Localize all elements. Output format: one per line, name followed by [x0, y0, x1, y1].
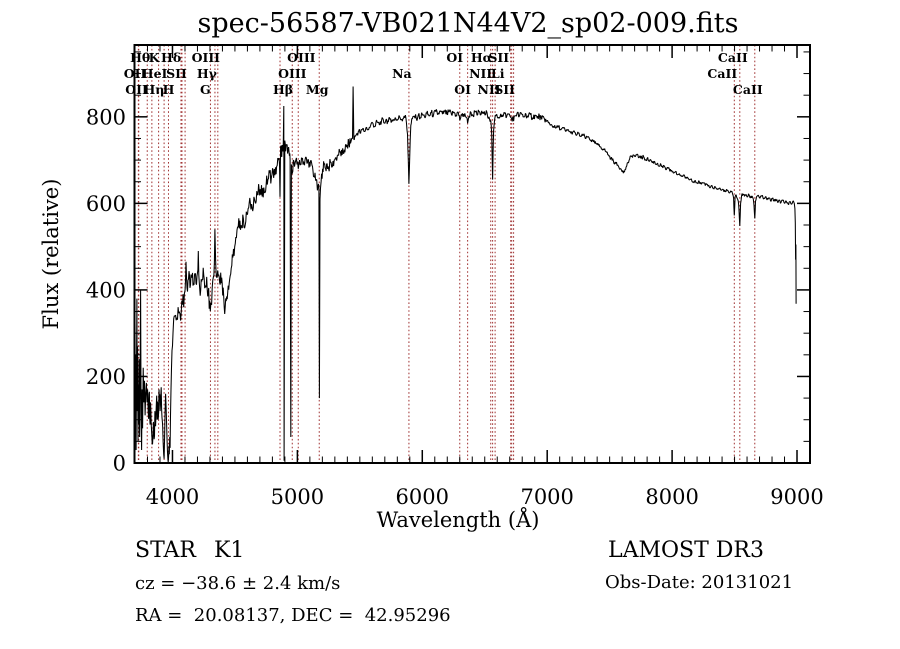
survey-label: LAMOST DR3	[608, 538, 764, 563]
x-tick-label: 6000	[396, 485, 449, 509]
line-label-SII: SII	[494, 82, 515, 97]
line-label-Na: Na	[392, 66, 412, 81]
line-label-CaII: CaII	[707, 66, 737, 81]
plot-generated-content: 4000 5000 6000 7000 8000 9000 0 200 400 600 800 HθK…	[86, 44, 824, 509]
line-label-Li: Li	[491, 66, 505, 81]
line-label-OIII: OIII	[278, 66, 307, 81]
line-label-OIII: OIII	[192, 50, 221, 65]
obs-date-value: Obs-Date: 20131021	[605, 572, 793, 593]
line-label-OIII: OIII	[287, 50, 316, 65]
classification-label: STAR	[135, 538, 197, 563]
line-label-Hγ: Hγ	[197, 66, 218, 81]
x-tick-label: 7000	[520, 485, 573, 509]
x-tick-label: 4000	[146, 485, 199, 509]
line-label-OI: OI	[446, 50, 463, 65]
plot-frame	[133, 44, 811, 464]
y-tick-label: 0	[113, 452, 126, 476]
subclass-label: K1	[214, 538, 244, 563]
line-label-Hβ: Hβ	[273, 82, 293, 97]
y-axis-label: Flux (relative)	[39, 179, 63, 330]
y-tick-label: 400	[86, 278, 126, 302]
line-label-SII: SII	[166, 66, 187, 81]
line-label-OII: OII	[124, 66, 147, 81]
line-label-K: K	[149, 50, 161, 65]
y-tick-label: 200	[86, 365, 126, 389]
x-tick-label: 9000	[770, 485, 823, 509]
x-tick-label: 5000	[271, 485, 324, 509]
spectrum-trace	[134, 86, 797, 463]
ra-dec-value: RA = 20.08137, DEC = 42.95296	[135, 605, 451, 626]
line-label-CaII: CaII	[718, 50, 748, 65]
y-tick-label: 800	[86, 105, 126, 129]
line-label-NII: NII	[478, 82, 501, 97]
line-label-Hα: Hα	[471, 50, 493, 65]
x-axis-label: Wavelength (Å)	[377, 507, 540, 532]
line-label-OI: OI	[454, 82, 471, 97]
y-tick-label: 600	[86, 192, 126, 216]
plot-title: spec-56587-VB021N44V2_sp02-009.fits	[198, 8, 739, 39]
line-label-SII: SII	[488, 50, 509, 65]
line-label-HeI: HeI	[142, 66, 168, 81]
cz-value: cz = −38.6 ± 2.4 km/s	[135, 573, 340, 594]
line-label-Hη: Hη	[143, 82, 164, 97]
line-label-OII: OII	[125, 82, 148, 97]
line-label-G: G	[200, 82, 211, 97]
line-label-CaII: CaII	[733, 82, 763, 97]
line-label-Hθ: Hθ	[130, 50, 150, 65]
line-label-NII: NII	[469, 66, 492, 81]
line-label-Hδ: Hδ	[161, 50, 181, 65]
line-label-Mg: Mg	[306, 82, 329, 97]
line-label-H: H	[163, 82, 175, 97]
x-tick-label: 8000	[645, 485, 698, 509]
